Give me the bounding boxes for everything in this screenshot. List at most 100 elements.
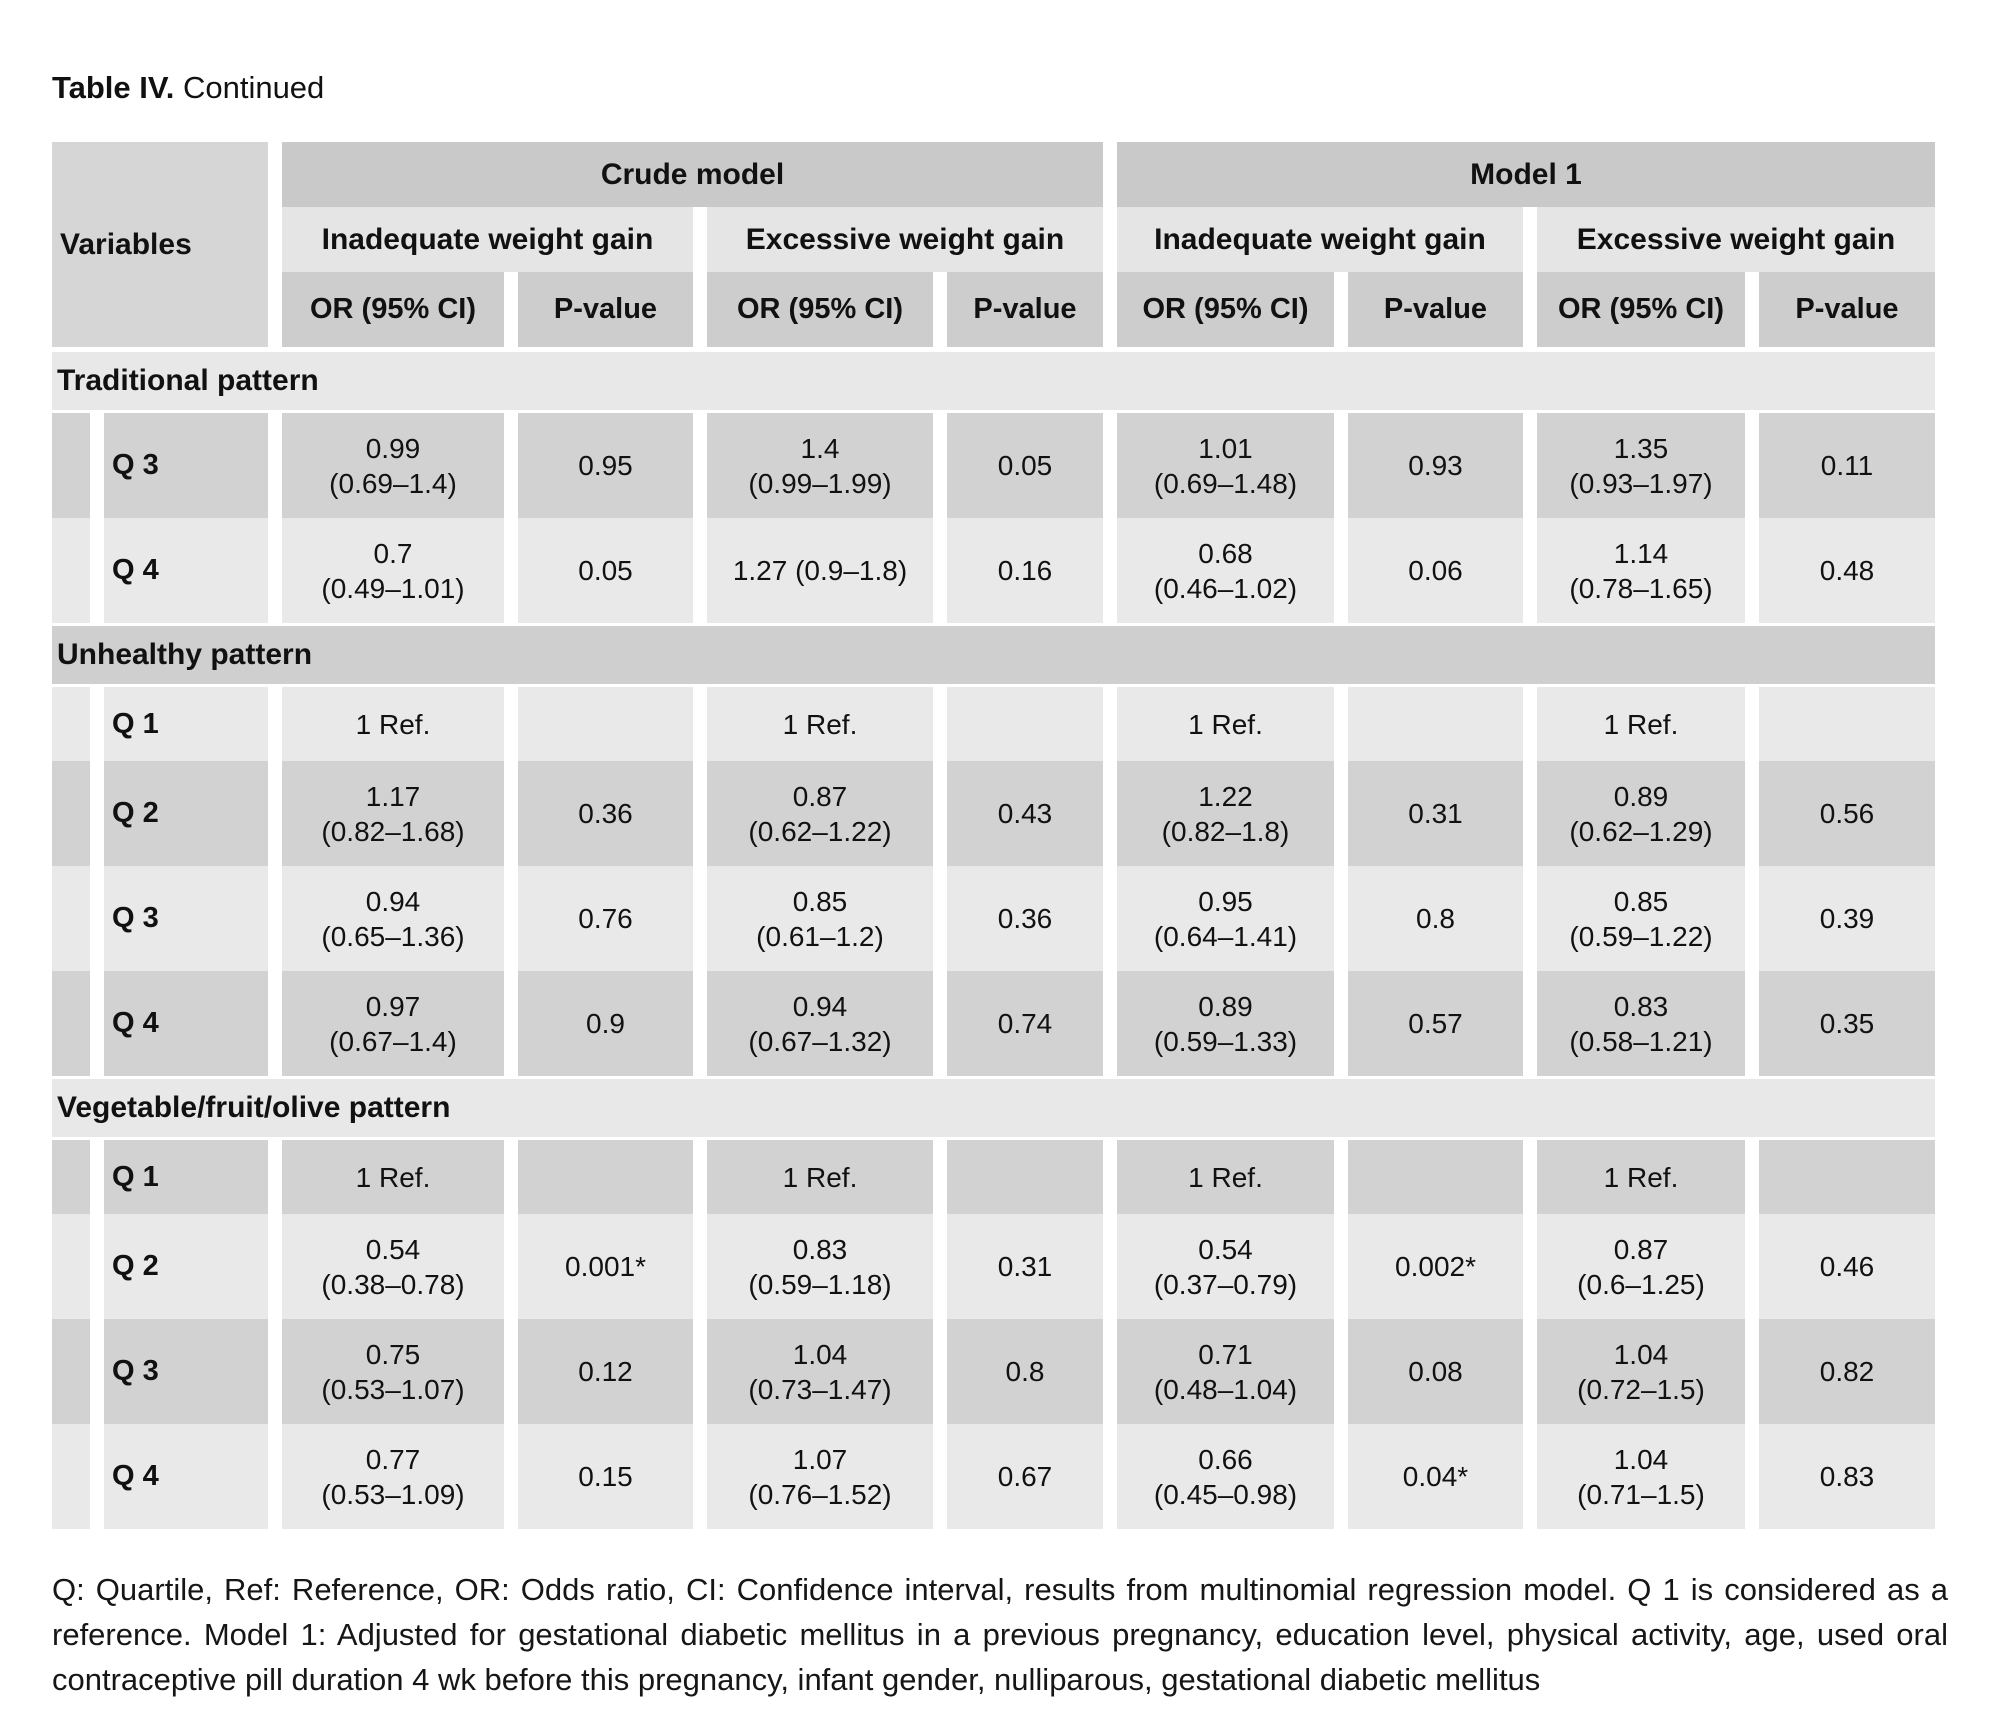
row-indent-strip [52,761,90,866]
table-row: Q 3 0.94 (0.65–1.36) 0.76 0.85 (0.61–1.2) 0.… [52,866,1935,971]
or-ci-cell: 1 Ref. [1537,1140,1745,1214]
or-ci-cell: 1.17 (0.82–1.68) [282,761,504,866]
p-value-cell [1348,687,1523,761]
row-indent-strip [52,518,90,623]
quartile-label: Q 3 [104,866,268,971]
quartile-label: Q 3 [104,1319,268,1424]
or-ci-cell: 0.97 (0.67–1.4) [282,971,504,1076]
header-variables: Variables [52,142,268,347]
p-value-cell: 0.95 [518,413,693,518]
or-ci-cell: 0.83 (0.58–1.21) [1537,971,1745,1076]
or-ci-cell: 1.27 (0.9–1.8) [707,518,933,623]
quartile-label: Q 4 [104,518,268,623]
quartile-label: Q 2 [104,761,268,866]
p-value-cell: 0.05 [518,518,693,623]
p-value-cell: 0.57 [1348,971,1523,1076]
table-row: Q 2 1.17 (0.82–1.68) 0.36 0.87 (0.62–1.22) 0… [52,761,1935,866]
header-p-value: P-value [518,272,693,347]
p-value-cell: 0.35 [1759,971,1935,1076]
p-value-cell: 0.46 [1759,1214,1935,1319]
header-excessive-weight-gain-crude: Excessive weight gain [707,207,1103,272]
or-ci-cell: 0.71 (0.48–1.04) [1117,1319,1334,1424]
p-value-cell: 0.8 [947,1319,1103,1424]
quartile-label: Q 2 [104,1214,268,1319]
p-value-cell: 0.67 [947,1424,1103,1529]
p-value-cell: 0.8 [1348,866,1523,971]
p-value-cell: 0.05 [947,413,1103,518]
or-ci-cell: 1 Ref. [282,1140,504,1214]
p-value-cell: 0.31 [947,1214,1103,1319]
table-title-suffix: Continued [174,70,325,105]
p-value-cell [518,1140,693,1214]
or-ci-cell: 1.22 (0.82–1.8) [1117,761,1334,866]
table-row: Q 4 0.97 (0.67–1.4) 0.9 0.94 (0.67–1.32) 0.7… [52,971,1935,1076]
or-ci-cell: 1 Ref. [1117,1140,1334,1214]
table-title-label: Table IV. [52,70,175,105]
p-value-cell [1348,1140,1523,1214]
header-or-ci: OR (95% CI) [1537,272,1745,347]
p-value-cell: 0.04* [1348,1424,1523,1529]
section-header: Unhealthy pattern [52,626,1935,684]
or-ci-cell: 0.94 (0.65–1.36) [282,866,504,971]
p-value-cell: 0.16 [947,518,1103,623]
table-title: Table IV. Continued [52,70,1948,106]
table-row: Q 4 0.7 (0.49–1.01) 0.05 1.27 (0.9–1.8) 0.16… [52,518,1935,623]
row-indent-strip [52,1319,90,1424]
p-value-cell: 0.43 [947,761,1103,866]
p-value-cell: 0.002* [1348,1214,1523,1319]
or-ci-cell: 1 Ref. [1537,687,1745,761]
or-ci-cell: 0.89 (0.59–1.33) [1117,971,1334,1076]
p-value-cell: 0.36 [518,761,693,866]
p-value-cell: 0.31 [1348,761,1523,866]
or-ci-cell: 0.83 (0.59–1.18) [707,1214,933,1319]
p-value-cell [518,687,693,761]
or-ci-cell: 1.04 (0.72–1.5) [1537,1319,1745,1424]
row-indent-strip [52,687,90,761]
header-or-ci: OR (95% CI) [707,272,933,347]
or-ci-cell: 0.85 (0.61–1.2) [707,866,933,971]
or-ci-cell: 1.04 (0.73–1.47) [707,1319,933,1424]
or-ci-cell: 0.99 (0.69–1.4) [282,413,504,518]
or-ci-cell: 0.54 (0.37–0.79) [1117,1214,1334,1319]
header-p-value: P-value [1348,272,1523,347]
or-ci-cell: 0.7 (0.49–1.01) [282,518,504,623]
p-value-cell: 0.93 [1348,413,1523,518]
quartile-label: Q 1 [104,1140,268,1214]
or-ci-cell: 1.4 (0.99–1.99) [707,413,933,518]
or-ci-cell: 0.89 (0.62–1.29) [1537,761,1745,866]
p-value-cell [1759,1140,1935,1214]
or-ci-cell: 0.87 (0.62–1.22) [707,761,933,866]
header-inadequate-weight-gain-crude: Inadequate weight gain [282,207,693,272]
or-ci-cell: 0.77 (0.53–1.09) [282,1424,504,1529]
header-p-value: P-value [1759,272,1935,347]
or-ci-cell: 1.07 (0.76–1.52) [707,1424,933,1529]
row-indent-strip [52,1424,90,1529]
p-value-cell: 0.76 [518,866,693,971]
or-ci-cell: 0.54 (0.38–0.78) [282,1214,504,1319]
quartile-label: Q 4 [104,1424,268,1529]
table-header: Variables Crude model Model 1 Inadequate… [52,142,1935,347]
section-header-label: Traditional pattern [57,364,319,397]
or-ci-cell: 0.85 (0.59–1.22) [1537,866,1745,971]
row-indent-strip [52,866,90,971]
or-ci-cell: 0.66 (0.45–0.98) [1117,1424,1334,1529]
p-value-cell: 0.08 [1348,1319,1523,1424]
row-indent-strip [52,971,90,1076]
p-value-cell: 0.9 [518,971,693,1076]
row-indent-strip [52,1140,90,1214]
or-ci-cell: 1 Ref. [282,687,504,761]
or-ci-cell: 1 Ref. [1117,687,1334,761]
table-row: Q 3 0.99 (0.69–1.4) 0.95 1.4 (0.99–1.99) 0.0… [52,413,1935,518]
section-header-label: Vegetable/fruit/olive pattern [57,1091,451,1124]
p-value-cell: 0.15 [518,1424,693,1529]
p-value-cell: 0.12 [518,1319,693,1424]
header-p-value: P-value [947,272,1103,347]
section-header: Vegetable/fruit/olive pattern [52,1079,1935,1137]
p-value-cell: 0.001* [518,1214,693,1319]
header-model-1: Model 1 [1117,142,1935,207]
row-indent-strip [52,413,90,518]
or-ci-cell: 1 Ref. [707,1140,933,1214]
